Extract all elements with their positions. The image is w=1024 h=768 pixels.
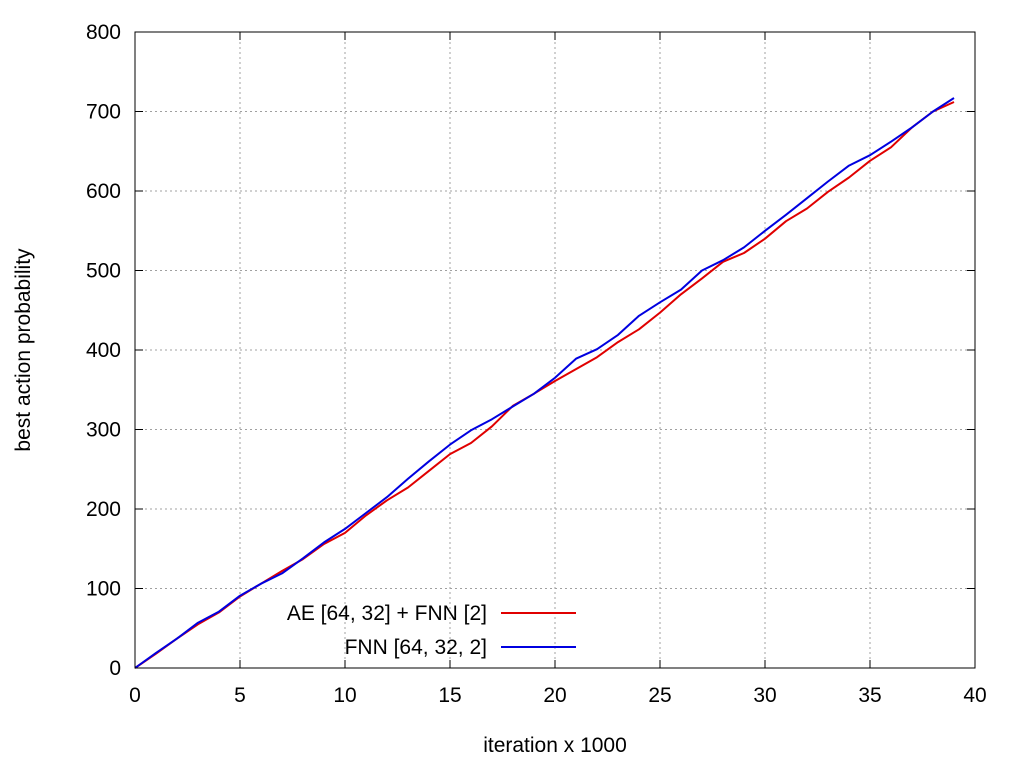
x-tick-label: 5 (234, 684, 246, 707)
x-axis-label: iteration x 1000 (483, 734, 627, 757)
y-tick-label: 200 (86, 498, 121, 521)
series-line-0 (134, 101, 955, 669)
y-axis: 0 100 200 300 400 500 600 700 800 (86, 21, 975, 680)
series-line-1 (134, 97, 955, 669)
y-tick-label: 700 (86, 101, 121, 124)
y-tick-label: 300 (86, 419, 121, 442)
y-tick-label: 600 (86, 180, 121, 203)
x-tick-label: 10 (333, 684, 356, 707)
legend-label-1: FNN [64, 32, 2] (345, 636, 487, 659)
x-tick-label: 35 (858, 684, 881, 707)
y-tick-label: 0 (109, 657, 121, 680)
x-tick-label: 25 (648, 684, 671, 707)
x-tick-label: 0 (129, 684, 141, 707)
grid (135, 32, 975, 668)
y-tick-label: 400 (86, 339, 121, 362)
series-layer (134, 97, 955, 669)
y-tick-label: 100 (86, 578, 121, 601)
x-tick-label: 30 (753, 684, 776, 707)
legend-label-0: AE [64, 32] + FNN [2] (287, 602, 487, 625)
x-axis: 0 5 10 15 20 25 30 35 40 (129, 32, 987, 707)
y-tick-label: 800 (86, 21, 121, 44)
x-tick-label: 20 (543, 684, 566, 707)
y-axis-label: best action probability (12, 248, 35, 452)
y-tick-label: 500 (86, 260, 121, 283)
x-tick-label: 15 (438, 684, 461, 707)
legend: AE [64, 32] + FNN [2] FNN [64, 32, 2] (287, 602, 576, 659)
x-tick-label: 40 (963, 684, 986, 707)
